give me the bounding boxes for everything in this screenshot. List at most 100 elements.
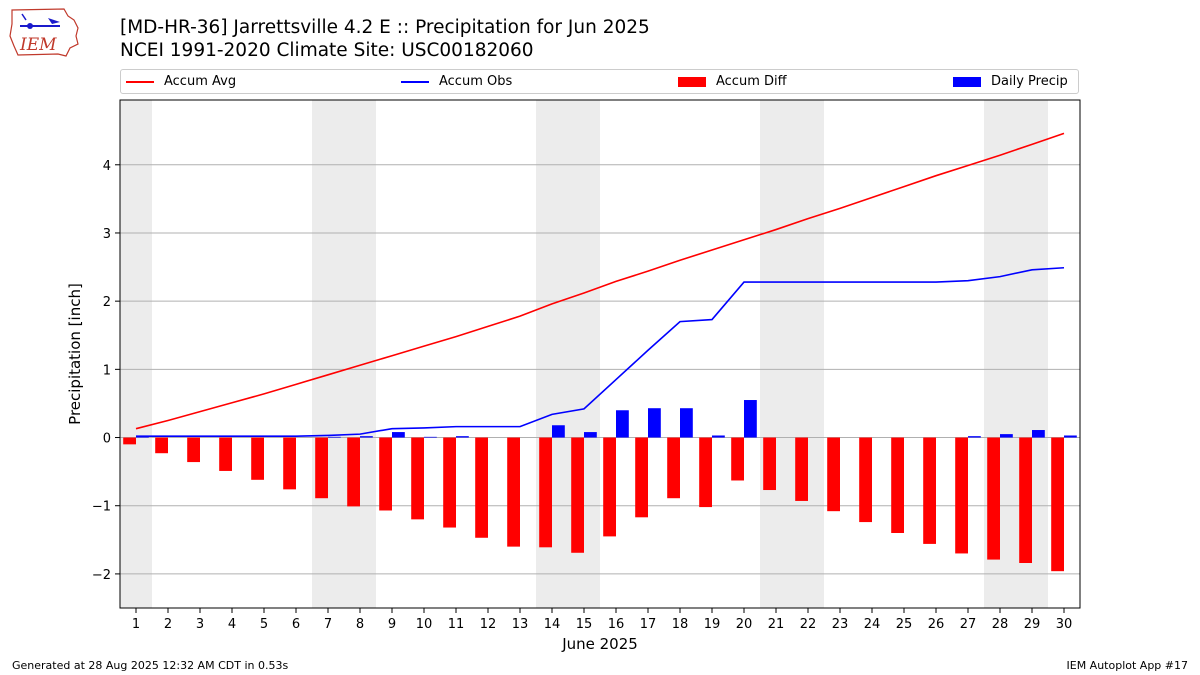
bar-daily-precip [1064,435,1077,438]
x-tick-label: 26 [928,617,945,632]
legend-swatch [678,76,706,87]
bar-accum-diff [219,437,232,471]
x-tick-label: 21 [768,617,785,632]
legend-item-accum-obs: Accum Obs [401,70,512,93]
legend-swatch [126,80,154,83]
x-tick-label: 29 [1024,617,1041,632]
bar-accum-diff [251,437,264,480]
x-tick-label: 3 [196,617,204,632]
y-axis-label: Precipitation [inch] [66,283,84,425]
bar-accum-diff [315,437,328,499]
legend-item-accum-avg: Accum Avg [126,70,236,93]
bar-accum-diff [571,437,584,553]
y-ticks: −2 −1 0 1 2 3 4 [92,159,120,583]
y-tick-label: 4 [103,159,111,174]
bar-daily-precip [648,408,661,438]
x-tick-label: 27 [960,617,977,632]
legend-item-accum-diff: Accum Diff [678,70,787,93]
bar-daily-precip [392,432,405,438]
x-tick-label: 9 [388,617,396,632]
bar-daily-precip [616,410,629,438]
bar-daily-precip [328,436,341,438]
x-tick-label: 10 [416,617,433,632]
bar-accum-diff [347,437,360,507]
bar-accum-diff [763,437,776,491]
bar-daily-precip [680,408,693,438]
legend-swatch [401,80,429,83]
footer-generated: Generated at 28 Aug 2025 12:32 AM CDT in… [12,659,289,672]
plot-frame [119,99,1081,609]
x-axis-label: June 2025 [561,635,638,653]
x-tick-label: 8 [356,617,364,632]
bar-accum-diff [379,437,392,511]
x-tick-label: 28 [992,617,1009,632]
bar-daily-precip [552,425,565,438]
legend-swatch [953,76,981,87]
x-tick-label: 30 [1056,617,1073,632]
x-tick-label: 16 [608,617,625,632]
x-tick-label: 7 [324,617,332,632]
bar-daily-precip [456,436,469,438]
x-tick-label: 1 [132,617,140,632]
legend-label: Daily Precip [991,74,1068,89]
x-tick-label: 5 [260,617,268,632]
bar-daily-precip [360,436,373,438]
y-tick-label: 3 [103,227,111,242]
bar-accum-diff [923,437,936,544]
x-tick-label: 4 [228,617,236,632]
bar-accum-diff [667,437,680,499]
bar-daily-precip [1000,434,1013,438]
bar-daily-precip [712,435,725,438]
x-tick-label: 13 [512,617,529,632]
x-tick-label: 20 [736,617,753,632]
bar-daily-precip [744,400,757,438]
x-tick-label: 14 [544,617,561,632]
bar-accum-diff [635,437,648,518]
bar-accum-diff [187,437,200,463]
footer-app: IEM Autoplot App #17 [1066,659,1189,672]
bar-accum-diff [955,437,968,554]
bar-accum-diff [411,437,424,520]
chart-title: [MD-HR-36] Jarrettsville 4.2 E :: Precip… [120,17,650,38]
x-tick-label: 19 [704,617,721,632]
bar-accum-diff [507,437,520,547]
weekend-band [760,100,824,608]
x-tick-label: 15 [576,617,593,632]
bar-accum-diff [443,437,456,528]
x-tick-label: 11 [448,617,465,632]
y-tick-label: 2 [103,295,111,310]
bar-daily-precip [968,436,981,438]
bar-daily-precip [584,432,597,438]
bar-accum-diff [987,437,1000,560]
bar-accum-diff [155,437,168,454]
y-tick-label: 1 [103,363,111,378]
bar-accum-diff [699,437,712,508]
logo-text: IEM [19,35,57,55]
bar-accum-diff [283,437,296,490]
weekend-band [120,100,152,608]
x-tick-label: 12 [480,617,497,632]
line-accum-avg [135,132,1065,430]
bar-accum-diff [475,437,488,538]
bar-accum-diff [1019,437,1032,563]
y-tick-label: −1 [92,500,111,515]
bar-accum-diff [731,437,744,481]
chart-subtitle: NCEI 1991-2020 Climate Site: USC00182060 [120,40,534,61]
x-tick-label: 25 [896,617,913,632]
line-accum-obs [136,266,1065,437]
x-tick-label: 23 [832,617,849,632]
x-tick-label: 2 [164,617,172,632]
legend: Accum Avg Accum Obs Accum Diff Daily Pre… [120,69,1079,94]
bar-accum-diff [859,437,872,523]
legend-label: Accum Diff [716,74,787,89]
bar-accum-diff [603,437,616,537]
bar-accum-diff [1051,437,1064,572]
legend-label: Accum Obs [439,74,513,89]
bars [123,400,1077,572]
gridlines [120,164,1080,575]
legend-label: Accum Avg [164,74,237,89]
x-ticks: 1 2 3 4 5 6 7 8 9 10 11 12 13 14 15 16 17 18 19 20 21 22 23 24 2… [132,608,1072,632]
bar-daily-precip [424,436,437,438]
x-tick-label: 17 [640,617,657,632]
